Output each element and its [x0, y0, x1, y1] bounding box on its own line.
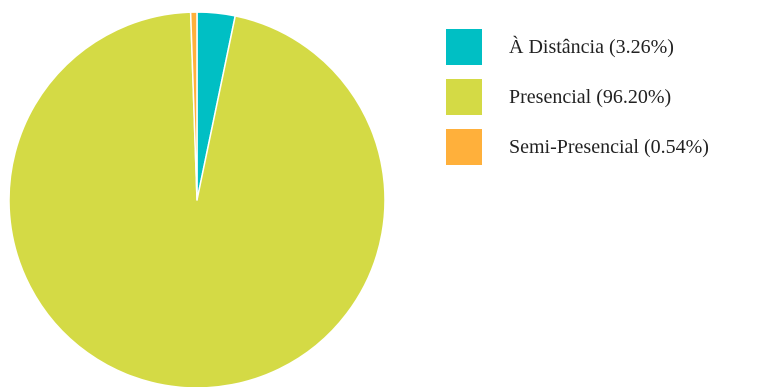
legend-label-semi-presencial: Semi-Presencial (0.54%): [509, 135, 709, 158]
legend-item-presencial[interactable]: Presencial (96.20%): [446, 79, 771, 115]
legend-item-semi-presencial[interactable]: Semi-Presencial (0.54%): [446, 129, 771, 165]
legend-swatch-a-distancia: [446, 29, 482, 65]
pie-slice-presencial[interactable]: [8, 11, 386, 387]
legend: À Distância (3.26%) Presencial (96.20%) …: [446, 29, 771, 165]
legend-swatch-presencial: [446, 79, 482, 115]
legend-item-a-distancia[interactable]: À Distância (3.26%): [446, 29, 771, 65]
legend-label-presencial: Presencial (96.20%): [509, 85, 672, 108]
pie-slice-semi-presencial[interactable]: [189, 11, 198, 201]
legend-label-a-distancia: À Distância (3.26%): [509, 35, 674, 58]
legend-swatch-semi-presencial: [446, 129, 482, 165]
